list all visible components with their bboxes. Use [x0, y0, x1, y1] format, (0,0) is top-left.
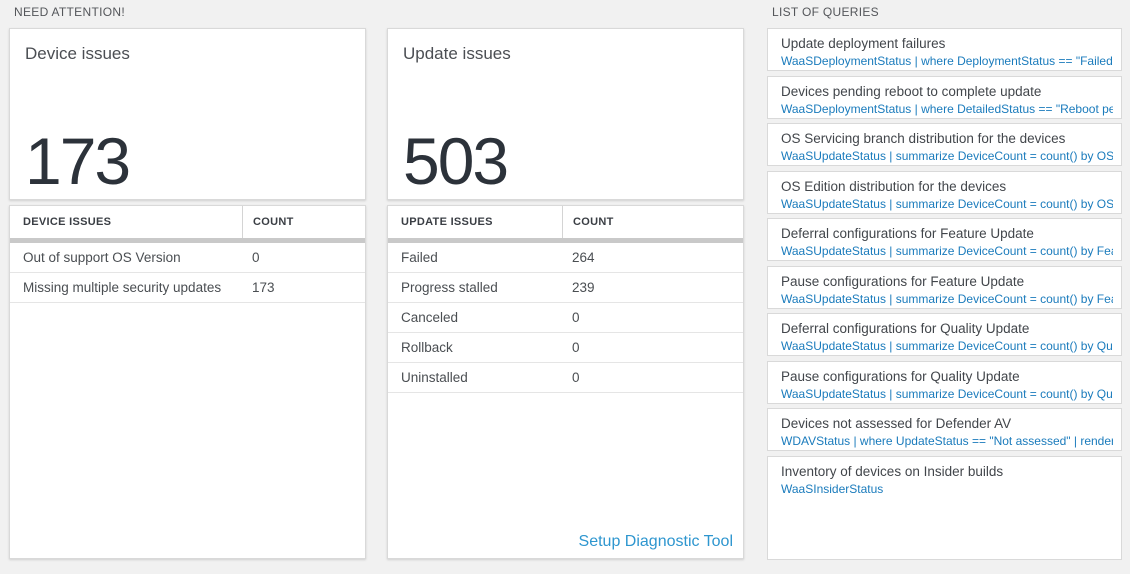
count-column-header: COUNT: [562, 206, 743, 238]
need-attention-header: NEED ATTENTION!: [14, 5, 125, 19]
table-row[interactable]: Out of support OS Version 0: [10, 243, 365, 273]
query-list: Update deployment failures WaaSDeploymen…: [767, 28, 1122, 560]
issue-count: 0: [572, 310, 580, 325]
table-row[interactable]: Failed 264: [388, 243, 743, 273]
query-text: WaaSInsiderStatus: [781, 481, 884, 496]
issue-count: 0: [572, 370, 580, 385]
device-issues-card[interactable]: Device issues 173: [9, 28, 366, 200]
query-text: WaaSUpdateStatus | summarize DeviceCount…: [781, 291, 1113, 306]
query-title: OS Edition distribution for the devices: [781, 178, 1007, 194]
query-title: Inventory of devices on Insider builds: [781, 463, 1004, 479]
device-issues-count: 173: [25, 124, 131, 199]
device-issues-table-header: DEVICE ISSUES COUNT: [10, 206, 365, 238]
query-text: WDAVStatus | where UpdateStatus == "Not …: [781, 434, 1113, 448]
issue-label: Progress stalled: [401, 280, 498, 295]
query-list-item[interactable]: Deferral configurations for Feature Upda…: [767, 218, 1122, 261]
query-title: Deferral configurations for Quality Upda…: [781, 321, 1030, 336]
query-list-item[interactable]: Devices not assessed for Defender AV WDA…: [767, 408, 1122, 451]
issue-label: Missing multiple security updates: [23, 280, 222, 295]
query-title: Devices not assessed for Defender AV: [781, 416, 1012, 431]
table-header-divider: [388, 238, 743, 243]
query-list-item[interactable]: OS Servicing branch distribution for the…: [767, 123, 1122, 166]
issue-label: Rollback: [401, 340, 453, 355]
device-issues-table: DEVICE ISSUES COUNT Out of support OS Ve…: [9, 205, 366, 559]
update-issues-card-title: Update issues: [403, 44, 511, 63]
update-issues-count: 503: [403, 124, 509, 199]
query-title: OS Servicing branch distribution for the…: [781, 131, 1066, 146]
query-title: Deferral configurations for Feature Upda…: [781, 226, 1034, 241]
update-issues-column-header: UPDATE ISSUES: [401, 216, 493, 228]
issue-count: 173: [252, 280, 275, 295]
issue-label: Canceled: [401, 310, 459, 325]
table-row[interactable]: Uninstalled 0: [388, 363, 743, 393]
query-list-item[interactable]: Devices pending reboot to complete updat…: [767, 75, 1122, 119]
query-title: Pause configurations for Quality Update: [781, 368, 1020, 384]
query-title: Update deployment failures: [781, 36, 946, 51]
query-title: Devices pending reboot to complete updat…: [781, 83, 1042, 99]
query-list-item[interactable]: Deferral configurations for Quality Upda…: [767, 313, 1122, 356]
update-issues-card[interactable]: Update issues 503: [387, 28, 744, 200]
issue-count: 0: [572, 340, 580, 355]
device-issues-table-body: Out of support OS Version 0 Missing mult…: [10, 243, 365, 303]
query-text: WaaSUpdateStatus | summarize DeviceCount…: [781, 339, 1113, 353]
device-issues-card-title: Device issues: [25, 44, 130, 63]
query-text: WaaSUpdateStatus | summarize DeviceCount…: [781, 386, 1113, 401]
issue-label: Uninstalled: [401, 370, 468, 385]
query-list-item[interactable]: Pause configurations for Quality Update …: [767, 360, 1122, 404]
query-text: WaaSUpdateStatus | summarize DeviceCount…: [781, 196, 1113, 211]
issue-label: Failed: [401, 250, 438, 265]
query-text: WaaSUpdateStatus | summarize DeviceCount…: [781, 149, 1113, 163]
issue-count: 264: [572, 250, 595, 265]
issue-label: Out of support OS Version: [23, 250, 181, 265]
setup-diagnostic-tool-link[interactable]: Setup Diagnostic Tool: [578, 533, 733, 550]
issue-count: 0: [252, 250, 260, 265]
table-row[interactable]: Canceled 0: [388, 303, 743, 333]
table-header-divider: [10, 238, 365, 243]
update-issues-table-body: Failed 264 Progress stalled 239 Canceled…: [388, 243, 743, 393]
query-list-item[interactable]: OS Edition distribution for the devices …: [767, 170, 1122, 214]
device-issues-column-header: DEVICE ISSUES: [23, 216, 112, 228]
count-column-header: COUNT: [242, 206, 365, 238]
table-row[interactable]: Progress stalled 239: [388, 273, 743, 303]
table-row[interactable]: Rollback 0: [388, 333, 743, 363]
query-list-item[interactable]: Update deployment failures WaaSDeploymen…: [767, 28, 1122, 71]
table-row[interactable]: Missing multiple security updates 173: [10, 273, 365, 303]
update-issues-table-header: UPDATE ISSUES COUNT: [388, 206, 743, 238]
list-of-queries-header: LIST OF QUERIES: [772, 5, 879, 19]
query-text: WaaSDeploymentStatus | where DetailedSta…: [781, 101, 1113, 116]
query-title: Pause configurations for Feature Update: [781, 273, 1025, 289]
query-text: WaaSUpdateStatus | summarize DeviceCount…: [781, 244, 1113, 258]
update-issues-table: UPDATE ISSUES COUNT Failed 264 Progress …: [387, 205, 744, 559]
query-text: WaaSDeploymentStatus | where DeploymentS…: [781, 54, 1113, 68]
query-list-item[interactable]: Inventory of devices on Insider builds W…: [767, 455, 1122, 560]
query-list-item[interactable]: Pause configurations for Feature Update …: [767, 265, 1122, 309]
issue-count: 239: [572, 280, 595, 295]
